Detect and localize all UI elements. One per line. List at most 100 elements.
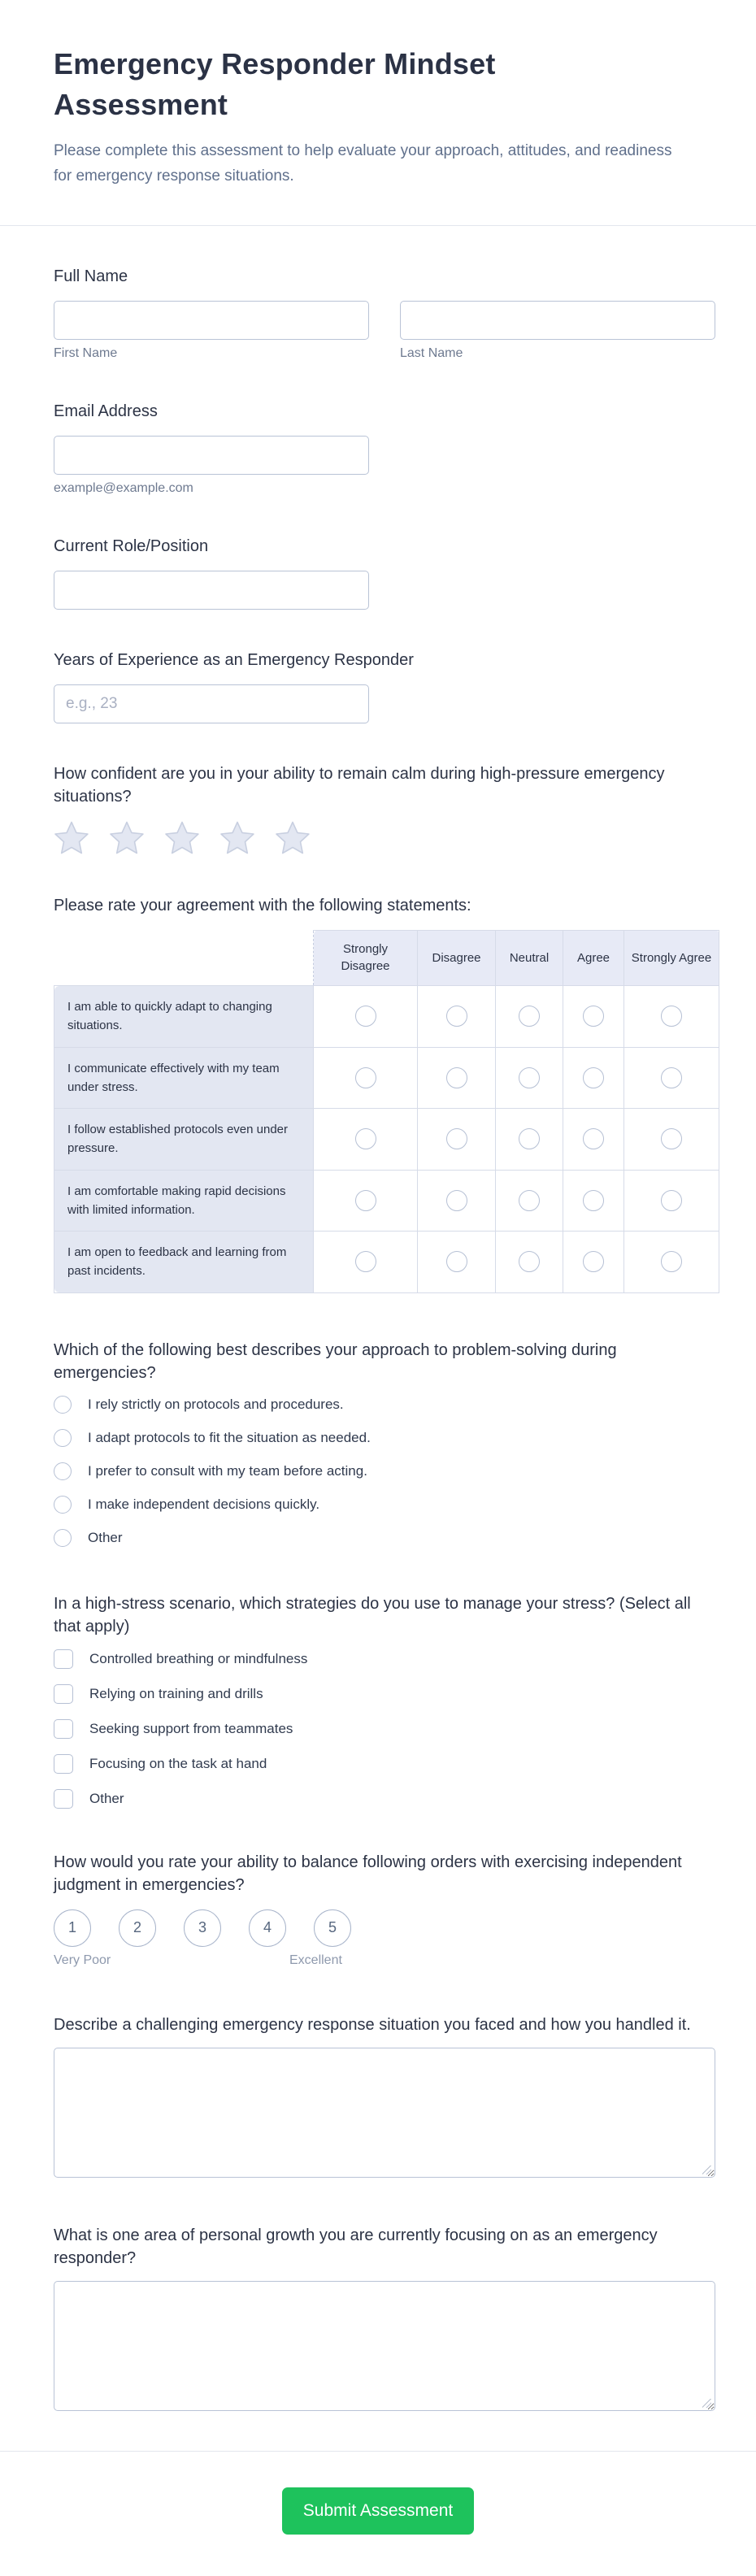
stress-strategy-checkbox[interactable] xyxy=(54,1788,73,1809)
star-icon xyxy=(220,821,254,854)
matrix-radio[interactable] xyxy=(583,1128,604,1150)
matrix-col-neutral: Neutral xyxy=(495,929,563,986)
problem-solving-radio[interactable] xyxy=(54,1462,72,1480)
matrix-radio[interactable] xyxy=(354,1066,376,1088)
problem-solving-label: Which of the following best describes yo… xyxy=(54,1340,617,1382)
matrix-radio[interactable] xyxy=(354,1128,376,1150)
matrix-row-communicate: I communicate effectively with my team u… xyxy=(54,1046,719,1110)
option-label: I rely strictly on protocols and procedu… xyxy=(88,1396,344,1412)
matrix-col-disagree: Disagree xyxy=(417,929,496,986)
current-role-input[interactable] xyxy=(54,570,369,610)
matrix-radio[interactable] xyxy=(445,1189,467,1211)
field-problem-solving: Which of the following best describes yo… xyxy=(54,1339,715,1547)
matrix-cell xyxy=(417,985,496,1048)
star-4-button[interactable] xyxy=(219,821,255,855)
email-col: example@example.com xyxy=(54,435,369,496)
stress-strategy-checkbox[interactable] xyxy=(54,1683,73,1704)
star-1-button[interactable] xyxy=(54,821,89,855)
current-role-label: Current Role/Position xyxy=(54,536,209,555)
first-name-input[interactable] xyxy=(54,300,369,340)
scale-option-1[interactable]: 1 xyxy=(54,1909,91,1947)
growth-textarea-wrap xyxy=(54,2280,715,2415)
star-2-button[interactable] xyxy=(109,821,145,855)
challenge-textarea-wrap xyxy=(54,2047,715,2182)
matrix-cell xyxy=(495,1046,563,1110)
radio-option-other: Other xyxy=(54,1528,715,1547)
matrix-radio[interactable] xyxy=(519,1066,540,1088)
option-label: Other xyxy=(89,1790,124,1806)
matrix-radio[interactable] xyxy=(445,1251,467,1273)
matrix-radio[interactable] xyxy=(354,1006,376,1027)
matrix-radio[interactable] xyxy=(583,1189,604,1211)
problem-solving-radio[interactable] xyxy=(54,1528,72,1547)
field-current-role: Current Role/Position xyxy=(54,535,715,610)
matrix-radio[interactable] xyxy=(354,1251,376,1273)
matrix-radio[interactable] xyxy=(519,1128,540,1150)
checkbox-option-support: Seeking support from teammates xyxy=(54,1718,715,1739)
scale-option-5[interactable]: 5 xyxy=(314,1909,351,1947)
stress-strategy-checkbox[interactable] xyxy=(54,1753,73,1774)
years-experience-label: Years of Experience as an Emergency Resp… xyxy=(54,650,414,669)
field-full-name: Full Name First Name Last Name xyxy=(54,265,715,361)
problem-solving-radio[interactable] xyxy=(54,1428,72,1447)
scale-option-4[interactable]: 4 xyxy=(249,1909,286,1947)
field-stress-strategies: In a high-stress scenario, which strateg… xyxy=(54,1592,715,1809)
matrix-radio[interactable] xyxy=(583,1251,604,1273)
option-label: I make independent decisions quickly. xyxy=(88,1496,320,1512)
star-3-button[interactable] xyxy=(164,821,200,855)
star-icon xyxy=(110,821,144,854)
matrix-radio[interactable] xyxy=(661,1251,682,1273)
stress-strategy-checkbox[interactable] xyxy=(54,1718,73,1739)
matrix-cell xyxy=(313,985,418,1048)
problem-solving-radio[interactable] xyxy=(54,1395,72,1414)
matrix-cell xyxy=(495,1108,563,1171)
years-experience-inputs xyxy=(54,684,715,723)
matrix-cell xyxy=(313,1046,418,1110)
growth-textarea[interactable] xyxy=(54,2280,715,2411)
matrix-cell xyxy=(417,1169,496,1232)
radio-option-protocols: I rely strictly on protocols and procedu… xyxy=(54,1395,715,1414)
matrix-col-agree: Agree xyxy=(563,929,624,986)
matrix-radio[interactable] xyxy=(445,1006,467,1027)
matrix-radio[interactable] xyxy=(519,1251,540,1273)
matrix-radio[interactable] xyxy=(519,1006,540,1027)
matrix-radio[interactable] xyxy=(583,1066,604,1088)
matrix-cell xyxy=(495,985,563,1048)
submit-assessment-button[interactable]: Submit Assessment xyxy=(282,2487,474,2535)
scale-option-3[interactable]: 3 xyxy=(184,1909,221,1947)
matrix-radio[interactable] xyxy=(445,1128,467,1150)
years-experience-input[interactable] xyxy=(54,684,369,723)
matrix-col-strongly-agree: Strongly Agree xyxy=(623,929,719,986)
option-label: Seeking support from teammates xyxy=(89,1720,293,1736)
problem-solving-radio[interactable] xyxy=(54,1495,72,1514)
scale-min-label: Very Poor xyxy=(54,1953,111,1967)
matrix-radio[interactable] xyxy=(661,1006,682,1027)
matrix-radio[interactable] xyxy=(354,1189,376,1211)
scale-option-2[interactable]: 2 xyxy=(119,1909,156,1947)
form-body: Full Name First Name Last Name Email Add… xyxy=(0,226,756,2451)
email-input[interactable] xyxy=(54,435,369,475)
stress-strategy-checkbox[interactable] xyxy=(54,1649,73,1669)
star-icon xyxy=(276,821,310,854)
matrix-radio[interactable] xyxy=(661,1066,682,1088)
matrix-radio[interactable] xyxy=(519,1189,540,1211)
matrix-radio[interactable] xyxy=(445,1066,467,1088)
field-challenge-description: Describe a challenging emergency respons… xyxy=(54,2013,715,2182)
matrix-radio[interactable] xyxy=(583,1006,604,1027)
checkbox-option-other: Other xyxy=(54,1788,715,1809)
star-rating xyxy=(54,821,715,855)
checkbox-option-training: Relying on training and drills xyxy=(54,1683,715,1704)
form-header: Emergency Responder Mindset Assessment P… xyxy=(0,0,756,225)
matrix-radio[interactable] xyxy=(661,1189,682,1211)
balance-scale-label: How would you rate your ability to balan… xyxy=(54,1853,682,1894)
matrix-cell xyxy=(417,1108,496,1171)
current-role-inputs xyxy=(54,570,715,610)
form-title: Emergency Responder Mindset Assessment xyxy=(54,47,496,122)
challenge-textarea[interactable] xyxy=(54,2047,715,2178)
matrix-row-label: I am open to feedback and learning from … xyxy=(54,1231,314,1293)
matrix-radio[interactable] xyxy=(661,1128,682,1150)
star-5-button[interactable] xyxy=(275,821,311,855)
full-name-inputs: First Name Last Name xyxy=(54,300,715,361)
confidence-label: How confident are you in your ability to… xyxy=(54,764,665,806)
last-name-input[interactable] xyxy=(400,300,715,340)
